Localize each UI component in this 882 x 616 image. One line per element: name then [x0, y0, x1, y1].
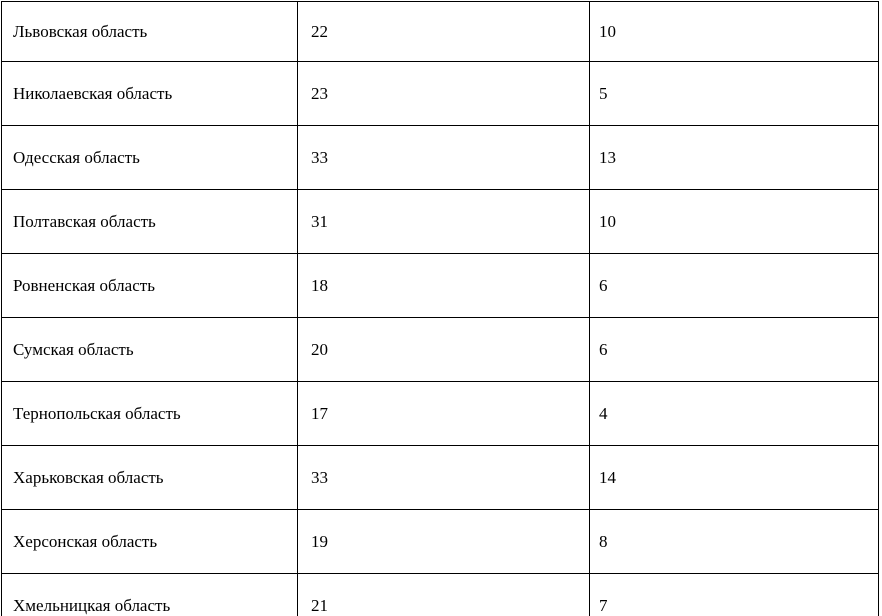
value-cell-1: 33	[297, 445, 590, 510]
value-cell-2: 6	[589, 253, 879, 318]
region-cell: Хмельницкая область	[1, 573, 298, 616]
table-row: Полтавская область 31 10	[1, 189, 879, 254]
region-cell: Полтавская область	[1, 189, 298, 254]
value-cell-2: 5	[589, 61, 879, 126]
value-cell-1: 20	[297, 317, 590, 382]
table-row: Сумская область 20 6	[1, 317, 879, 382]
region-cell: Ровненская область	[1, 253, 298, 318]
value-cell-1: 22	[297, 1, 590, 62]
region-cell: Сумская область	[1, 317, 298, 382]
value-cell-2: 13	[589, 125, 879, 190]
value-cell-2: 6	[589, 317, 879, 382]
value-cell-2: 10	[589, 189, 879, 254]
value-cell-1: 21	[297, 573, 590, 616]
value-cell-1: 23	[297, 61, 590, 126]
table-row: Ровненская область 18 6	[1, 253, 879, 318]
table-row: Тернопольская область 17 4	[1, 381, 879, 446]
table-row: Львовская область 22 10	[1, 1, 879, 62]
value-cell-1: 33	[297, 125, 590, 190]
region-cell: Тернопольская область	[1, 381, 298, 446]
table-row: Харьковская область 33 14	[1, 445, 879, 510]
region-cell: Харьковская область	[1, 445, 298, 510]
region-cell: Львовская область	[1, 1, 298, 62]
value-cell-2: 8	[589, 509, 879, 574]
value-cell-2: 7	[589, 573, 879, 616]
value-cell-1: 18	[297, 253, 590, 318]
value-cell-1: 31	[297, 189, 590, 254]
table-row: Одесская область 33 13	[1, 125, 879, 190]
value-cell-1: 19	[297, 509, 590, 574]
table-row: Херсонская область 19 8	[1, 509, 879, 574]
region-cell: Херсонская область	[1, 509, 298, 574]
value-cell-2: 14	[589, 445, 879, 510]
region-cell: Николаевская область	[1, 61, 298, 126]
value-cell-2: 10	[589, 1, 879, 62]
table-row: Хмельницкая область 21 7	[1, 573, 879, 616]
value-cell-1: 17	[297, 381, 590, 446]
value-cell-2: 4	[589, 381, 879, 446]
table-row: Николаевская область 23 5	[1, 61, 879, 126]
region-cell: Одесская область	[1, 125, 298, 190]
